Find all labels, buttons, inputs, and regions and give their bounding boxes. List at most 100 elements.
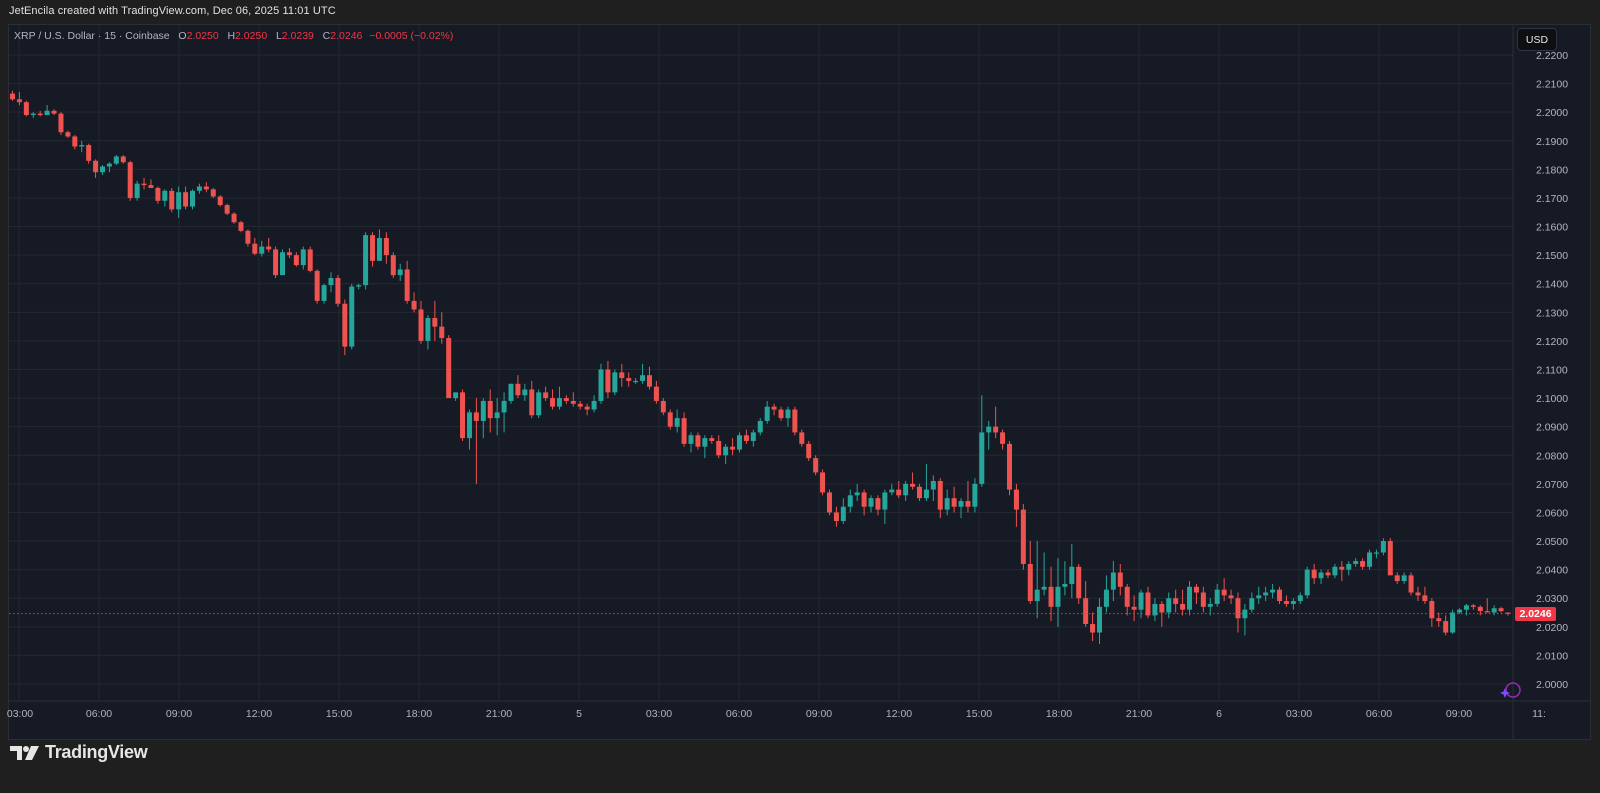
candle[interactable] — [923, 463, 929, 502]
candle[interactable] — [314, 269, 320, 304]
candle[interactable] — [1457, 608, 1463, 614]
candle[interactable] — [106, 162, 112, 173]
candle[interactable] — [266, 237, 272, 253]
candle[interactable] — [951, 486, 957, 513]
candle[interactable] — [58, 112, 64, 136]
candle[interactable] — [169, 187, 175, 213]
candle[interactable] — [460, 389, 466, 441]
candle[interactable] — [916, 483, 922, 502]
candle[interactable] — [937, 478, 943, 519]
candle[interactable] — [1505, 612, 1511, 616]
currency-button[interactable]: USD — [1517, 28, 1557, 51]
candle[interactable] — [1103, 575, 1109, 613]
candle[interactable] — [764, 400, 770, 424]
candle[interactable] — [584, 403, 590, 416]
candle[interactable] — [473, 398, 479, 484]
candle[interactable] — [480, 398, 486, 439]
candle[interactable] — [190, 189, 196, 210]
candle[interactable] — [1083, 581, 1089, 627]
candle[interactable] — [709, 435, 715, 444]
candle[interactable] — [1436, 612, 1442, 627]
candle[interactable] — [1062, 561, 1068, 596]
candle[interactable] — [556, 386, 562, 410]
candle[interactable] — [1228, 589, 1234, 604]
candle[interactable] — [986, 420, 992, 450]
tradingview-logo[interactable]: TradingView — [10, 742, 148, 763]
candle[interactable] — [238, 220, 244, 233]
candle[interactable] — [162, 189, 168, 207]
candle[interactable] — [37, 110, 43, 117]
candle[interactable] — [217, 195, 223, 207]
candle[interactable] — [1117, 563, 1123, 596]
candle[interactable] — [1166, 592, 1172, 619]
candle[interactable] — [10, 90, 15, 101]
candle[interactable] — [196, 183, 202, 194]
candle[interactable] — [252, 237, 258, 256]
candle[interactable] — [328, 272, 334, 293]
candle[interactable] — [259, 240, 265, 257]
candle[interactable] — [1124, 583, 1130, 616]
candle[interactable] — [120, 155, 126, 164]
candle[interactable] — [605, 360, 611, 399]
candle[interactable] — [1270, 583, 1276, 599]
candle[interactable] — [1193, 583, 1199, 604]
candle[interactable] — [1415, 586, 1421, 602]
candle[interactable] — [1477, 605, 1483, 616]
candle[interactable] — [1013, 483, 1019, 527]
candle[interactable] — [972, 478, 978, 513]
candle[interactable] — [300, 246, 306, 270]
candle[interactable] — [1297, 592, 1303, 604]
candle[interactable] — [1277, 586, 1283, 604]
candle[interactable] — [1145, 586, 1151, 619]
candle[interactable] — [896, 481, 902, 499]
candle[interactable] — [743, 429, 749, 444]
candle[interactable] — [30, 112, 36, 118]
candle[interactable] — [1207, 598, 1213, 616]
candle[interactable] — [515, 375, 521, 399]
candle[interactable] — [806, 440, 812, 461]
candle[interactable] — [16, 92, 22, 106]
candle[interactable] — [993, 406, 999, 439]
candle[interactable] — [1110, 561, 1116, 602]
candle[interactable] — [273, 246, 279, 279]
chart-frame[interactable] — [8, 24, 1591, 740]
candle[interactable] — [868, 495, 874, 513]
candle[interactable] — [619, 363, 625, 387]
candle[interactable] — [1353, 558, 1359, 567]
assistant-sparkle-icon[interactable] — [1500, 682, 1521, 698]
candle[interactable] — [1422, 586, 1428, 604]
candle[interactable] — [1429, 598, 1435, 627]
candle[interactable] — [778, 406, 784, 421]
candle[interactable] — [210, 187, 216, 198]
candle[interactable] — [771, 403, 777, 416]
candle[interactable] — [813, 455, 819, 476]
candle[interactable] — [1242, 603, 1248, 636]
candle[interactable] — [307, 246, 313, 273]
candle[interactable] — [626, 372, 632, 387]
candle[interactable] — [466, 409, 472, 450]
candle[interactable] — [612, 369, 618, 396]
candle[interactable] — [1290, 598, 1296, 610]
candle[interactable] — [1443, 615, 1449, 636]
candle[interactable] — [958, 498, 964, 519]
candle[interactable] — [1221, 578, 1227, 602]
candle[interactable] — [1401, 572, 1407, 584]
candle[interactable] — [1076, 563, 1082, 604]
candle[interactable] — [1387, 538, 1393, 576]
candle[interactable] — [148, 179, 154, 188]
candle[interactable] — [861, 489, 867, 516]
candle[interactable] — [1048, 566, 1054, 622]
candle[interactable] — [667, 409, 673, 430]
candle[interactable] — [633, 378, 639, 384]
candle[interactable] — [453, 392, 459, 401]
candle[interactable] — [1200, 586, 1206, 613]
candle[interactable] — [376, 229, 382, 261]
candle[interactable] — [1360, 558, 1366, 570]
candle[interactable] — [736, 432, 742, 453]
candle[interactable] — [176, 186, 182, 218]
candle[interactable] — [847, 489, 853, 513]
candle[interactable] — [979, 395, 985, 487]
candle[interactable] — [79, 140, 85, 153]
candle[interactable] — [446, 335, 452, 399]
candle[interactable] — [508, 383, 514, 404]
